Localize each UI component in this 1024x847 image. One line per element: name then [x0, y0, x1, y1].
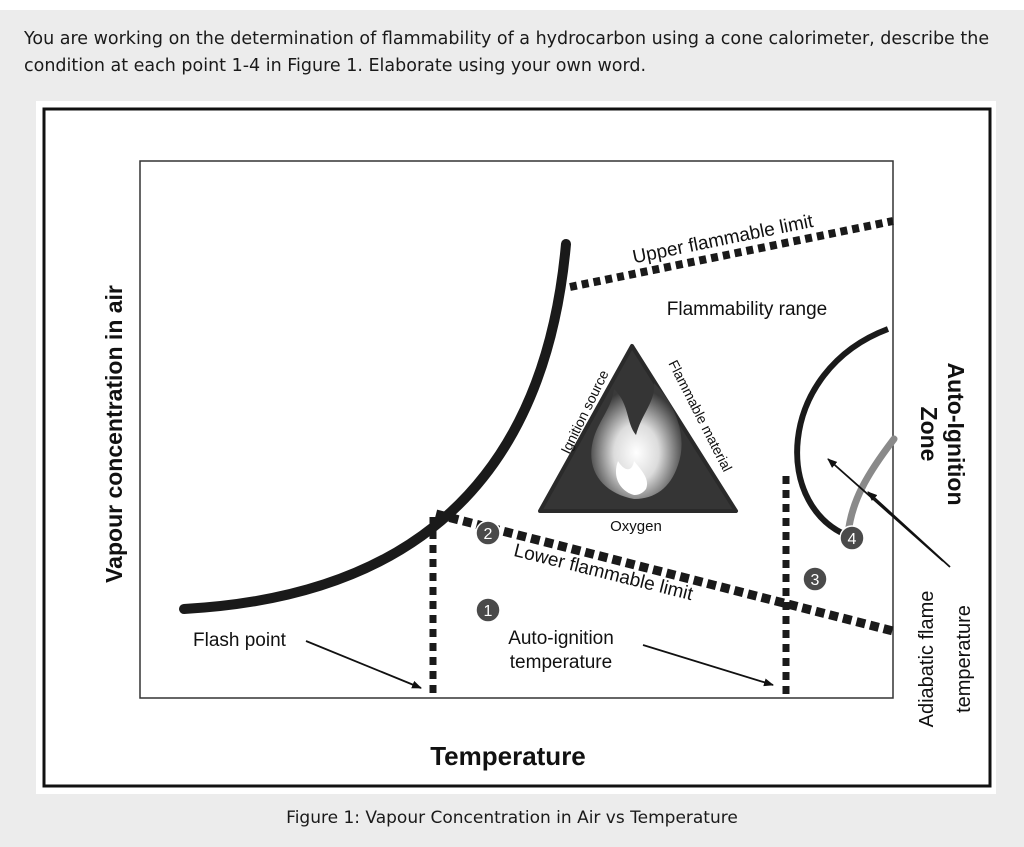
adiabatic-flame-label-line2: temperature	[953, 605, 975, 713]
svg-text:2: 2	[484, 526, 493, 543]
flame-icon	[591, 383, 682, 499]
point-marker-2: 2	[475, 520, 501, 546]
flammability-range-label: Flammability range	[667, 299, 828, 320]
flash-point-arrow	[305, 640, 422, 689]
vapour-pressure-curve	[179, 239, 571, 614]
auto-ignition-temperature-arrow	[642, 644, 774, 687]
y-axis-label: Vapour concentration in air	[101, 285, 127, 583]
figure: Vapour concentration in air Temperature …	[36, 101, 996, 794]
point-marker-4: 4	[839, 525, 865, 551]
auto-ignition-zone-label-line2: Zone	[916, 407, 942, 462]
upper-flammable-limit-line	[569, 217, 894, 291]
adiabatic-flame-label-line1: Adiabatic flame	[916, 591, 938, 728]
lower-flammable-limit-line	[434, 509, 895, 636]
x-axis-label: Temperature	[430, 741, 586, 771]
auto-ignition-zone-curve	[794, 326, 890, 541]
adiabatic-flame-curve	[844, 435, 898, 539]
triangle-label-oxygen: Oxygen	[610, 518, 662, 535]
svg-text:3: 3	[811, 572, 820, 589]
auto-ignition-temperature-label-line1: Auto-ignition	[508, 628, 614, 649]
auto-ignition-zone-label-line1: Auto-Ignition	[943, 362, 969, 505]
point-marker-3: 3	[802, 566, 828, 592]
point-marker-1: 1	[475, 597, 501, 623]
auto-ignition-temperature-label-line2: temperature	[510, 652, 612, 673]
fire-triangle	[538, 344, 738, 513]
adiabatic-arrow-lower	[867, 491, 951, 568]
question-text: You are working on the determination of …	[24, 29, 990, 76]
svg-text:4: 4	[848, 531, 857, 548]
flash-point-label: Flash point	[193, 630, 287, 651]
figure-caption: Figure 1: Vapour Concentration in Air vs…	[286, 808, 738, 828]
svg-text:1: 1	[484, 603, 493, 620]
